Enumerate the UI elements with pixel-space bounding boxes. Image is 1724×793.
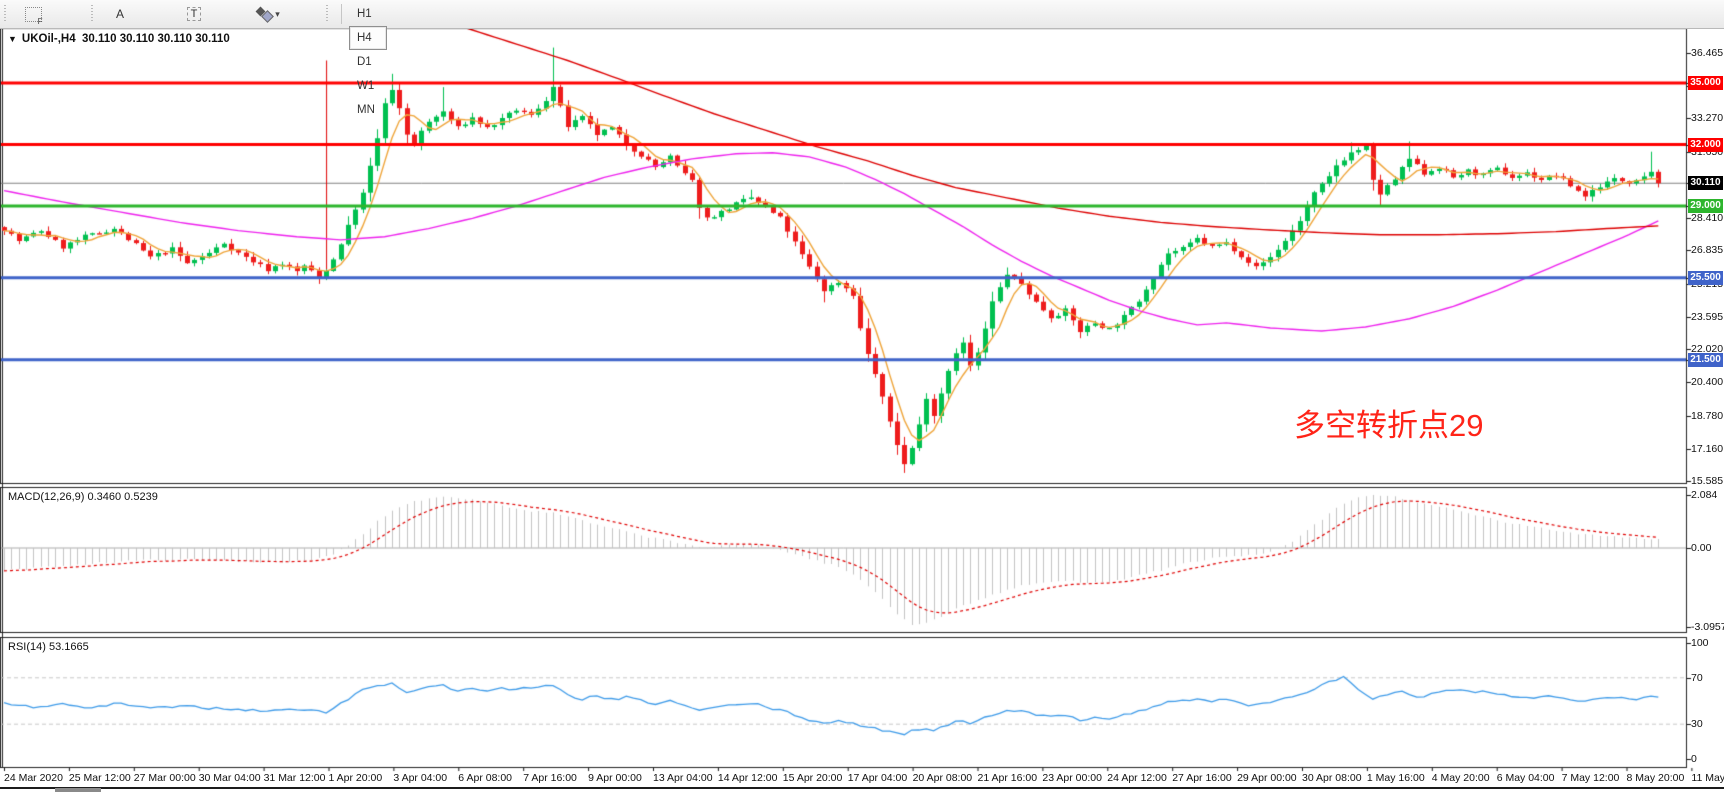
chart-title: ▼ UKOil-,H4 30.110 30.110 30.110 30.110 [8,33,230,45]
time-tick-label: 9 Apr 00:00 [588,772,642,784]
time-tick-label: 1 Apr 20:00 [328,772,383,784]
price-tick-label: 23.595 [1691,310,1724,323]
level-price-badge: 35.000 [1688,76,1723,91]
macd-label: MACD(12,26,9) 0.3460 0.5239 [8,491,158,503]
time-tick-label: 3 Apr 04:00 [393,772,448,784]
arrow-tool-button[interactable]: A [102,2,138,26]
timeframe-button-d1[interactable]: D1 [357,56,372,68]
time-tick-label: 23 Apr 00:00 [1042,772,1102,784]
timeframe-button-h4[interactable]: H4 [349,26,388,50]
toolbar-grip[interactable] [90,5,96,23]
price-tick-label: 22.020 [1691,343,1724,356]
symbol-dropdown-icon[interactable]: ▼ [8,34,17,44]
time-tick-label: 27 Mar 00:00 [133,772,196,784]
timeframe-button-mn[interactable]: MN [357,104,375,116]
horizontal-scrollbar[interactable] [55,788,101,792]
time-tick-label: 27 Apr 16:00 [1172,772,1232,784]
timeframe-toolbar: M1M5M15M30H1H4D1W1MN [348,0,388,122]
price-tick-label: 20.400 [1691,376,1724,389]
current-price-badge: 30.110 [1688,176,1723,191]
time-tick-label: 29 Apr 00:00 [1237,772,1297,784]
text-tool-button[interactable]: T [176,2,212,26]
shapes-icon [255,6,275,23]
chevron-down-icon: ▾ [275,8,280,19]
rsi-tick-label: 70 [1691,671,1703,684]
timeframe-button-h1[interactable]: H1 [357,8,372,20]
macd-tick-label: -3.0957 [1691,620,1724,633]
level-price-badge: 32.000 [1688,137,1723,152]
toolbar-grip[interactable] [3,5,9,23]
text-tool-icon: T [186,7,202,21]
rsi-label: RSI(14) 53.1665 [8,641,89,653]
arrow-tool-icon: A [115,7,124,21]
price-tick-label: 18.780 [1691,409,1724,422]
time-tick-label: 21 Apr 16:00 [977,772,1038,784]
crosshair-grid-button[interactable]: F [15,2,51,26]
price-tick-label: 26.835 [1691,244,1724,257]
shapes-tool-button[interactable]: ▾ [250,2,286,26]
rsi-tick-label: 30 [1691,718,1703,731]
time-tick-label: 30 Apr 08:00 [1302,772,1362,784]
time-tick-label: 15 Apr 20:00 [782,772,843,784]
chart-annotation: 多空转折点29 [1294,408,1484,443]
time-tick-label: 8 May 20:00 [1626,772,1685,784]
rsi-tick-label: 0 [1691,753,1697,765]
time-tick-label: 14 Apr 12:00 [717,772,778,784]
time-tick-label: 11 May 21:15 [1691,772,1724,784]
time-tick-label: 24 Apr 12:00 [1107,772,1167,784]
rsi-tick-label: 100 [1691,637,1709,649]
time-tick-label: 13 Apr 04:00 [653,772,713,784]
time-tick-label: 7 May 12:00 [1561,772,1620,784]
time-tick-label: 4 May 20:00 [1431,772,1490,784]
time-tick-label: 20 Apr 08:00 [912,772,973,784]
macd-tick-label: 2.084 [1691,489,1718,502]
timeframe-button-w1[interactable]: W1 [357,80,375,92]
time-tick-label: 17 Apr 04:00 [847,772,908,784]
price-tick-label: 17.160 [1691,442,1724,455]
level-price-badge: 29.000 [1688,199,1723,214]
macd-tick-label: 0.00 [1691,542,1712,554]
time-tick-label: 24 Mar 2020 [4,772,63,784]
window-bottom-border [0,787,1724,789]
toolbar: F A T ▾ M1M5M15M30H1H4D1W1MN [0,0,1724,116]
time-tick-label: 30 Mar 04:00 [198,772,261,784]
time-tick-label: 6 Apr 08:00 [458,772,513,784]
symbol-label: UKOil-,H4 [21,33,76,45]
time-tick-label: 6 May 04:00 [1496,772,1555,784]
price-tick-label: 28.410 [1691,212,1724,225]
time-tick-label: 7 Apr 16:00 [523,772,577,784]
ohlc-quotes: 30.110 30.110 30.110 30.110 [81,33,230,45]
crosshair-grid-icon: F [24,6,43,26]
time-tick-label: 1 May 16:00 [1366,772,1425,784]
level-price-badge: 21.500 [1688,352,1723,367]
toolbar-grip[interactable] [325,5,331,23]
price-tick-label: 33.270 [1691,112,1724,125]
time-tick-label: 25 Mar 12:00 [68,772,131,784]
price-tick-label: 15.585 [1691,474,1724,487]
price-tick-label: 36.465 [1691,47,1724,59]
level-price-badge: 25.500 [1688,270,1723,285]
time-tick-label: 31 Mar 12:00 [263,772,326,784]
